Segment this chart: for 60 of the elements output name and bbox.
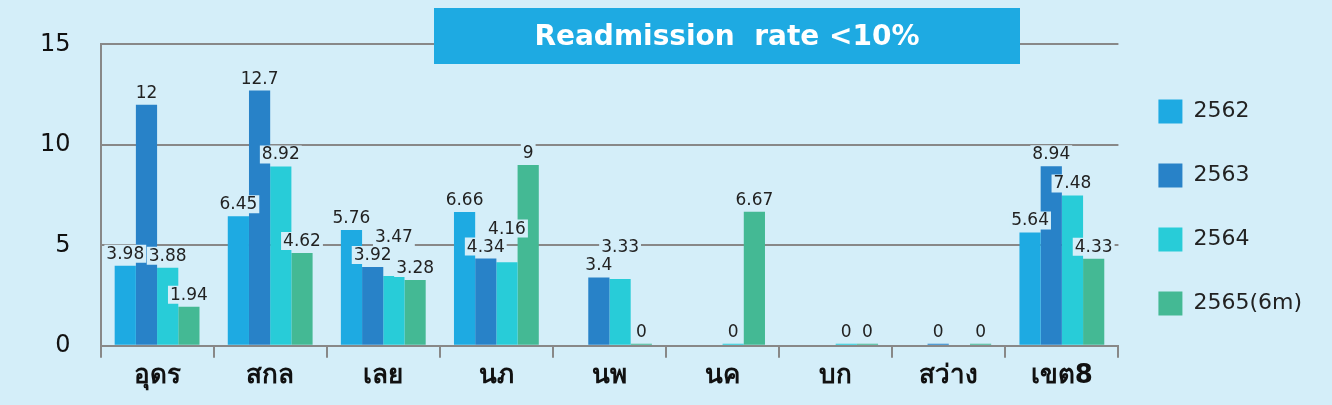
data-label: 3.28 bbox=[396, 256, 435, 277]
legend-label: 2562 bbox=[1193, 97, 1250, 123]
data-label: 9 bbox=[522, 141, 534, 162]
x-tick-label: สว่าง bbox=[919, 359, 979, 390]
x-tick-label: เขต8 bbox=[1030, 359, 1093, 390]
data-label: 3.88 bbox=[148, 244, 187, 265]
data-label: 8.92 bbox=[261, 143, 300, 164]
x-tick-label: เลย bbox=[363, 359, 404, 390]
bar bbox=[227, 216, 249, 345]
data-label: 12.7 bbox=[240, 67, 279, 88]
data-label: 0 bbox=[840, 320, 852, 341]
data-label: 3.33 bbox=[601, 236, 640, 257]
x-tick-label: นภ bbox=[478, 359, 514, 390]
bar bbox=[404, 279, 426, 345]
bar bbox=[291, 252, 313, 345]
legend-label: 2564 bbox=[1193, 225, 1250, 251]
data-label: 5.64 bbox=[1011, 209, 1049, 230]
data-label: 0 bbox=[635, 320, 647, 341]
data-label: 6.67 bbox=[735, 188, 774, 209]
data-label: 4.34 bbox=[466, 235, 505, 256]
bar bbox=[1019, 232, 1041, 345]
bar bbox=[362, 267, 384, 345]
x-tick-label: นค bbox=[705, 359, 741, 390]
data-label: 3.92 bbox=[353, 243, 392, 264]
x-tick-label: สกล bbox=[246, 359, 295, 390]
legend-label: 2563 bbox=[1193, 161, 1250, 187]
data-label: 0 bbox=[862, 320, 873, 341]
y-tick-label: 15 bbox=[39, 28, 71, 57]
data-label: 4.33 bbox=[1074, 235, 1113, 256]
data-label: 12 bbox=[135, 81, 158, 102]
data-label: 4.16 bbox=[488, 217, 526, 238]
data-label: 4.62 bbox=[283, 229, 321, 250]
data-label: 7.48 bbox=[1053, 172, 1092, 193]
data-label: 0 bbox=[932, 320, 944, 341]
data-label: 3.47 bbox=[374, 225, 413, 246]
data-label: 0 bbox=[727, 320, 739, 341]
data-label: 0 bbox=[975, 320, 986, 341]
x-tick-label: นพ bbox=[591, 359, 627, 390]
data-label: 5.76 bbox=[332, 206, 371, 227]
data-label: 1.94 bbox=[169, 283, 208, 304]
data-label: 3.4 bbox=[585, 254, 613, 275]
bar bbox=[114, 265, 136, 345]
bar bbox=[743, 211, 765, 345]
bar bbox=[609, 278, 631, 345]
bar bbox=[496, 262, 518, 345]
data-label: 6.66 bbox=[445, 188, 484, 209]
x-tick-label: บก bbox=[819, 359, 853, 390]
data-label: 8.94 bbox=[1032, 143, 1071, 164]
bar bbox=[178, 306, 200, 345]
y-tick-label: 5 bbox=[55, 229, 71, 258]
legend-label: 2565(6m) bbox=[1193, 289, 1303, 315]
data-label: 3.98 bbox=[106, 242, 145, 263]
data-label: 6.45 bbox=[219, 193, 258, 214]
bar bbox=[383, 276, 405, 345]
bar bbox=[475, 258, 497, 345]
y-tick-label: 0 bbox=[55, 330, 71, 359]
y-tick-label: 10 bbox=[39, 129, 71, 158]
bar bbox=[1083, 258, 1105, 345]
x-tick-label: อุดร bbox=[133, 359, 181, 392]
bar bbox=[588, 277, 610, 345]
